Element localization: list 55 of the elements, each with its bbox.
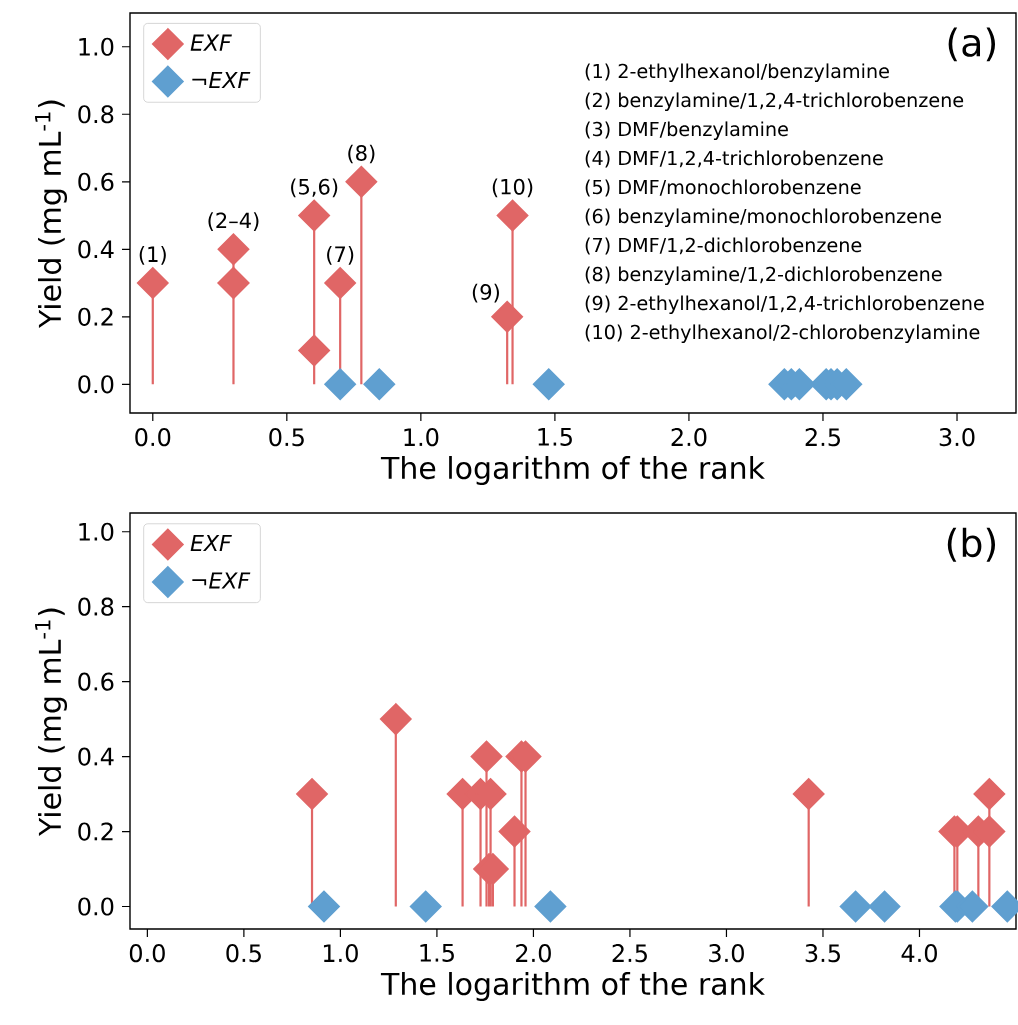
y-tick-label: 0.4 <box>78 240 114 259</box>
legend-label: ¬EXF <box>192 572 251 589</box>
x-tick-label: 2.5 <box>612 944 647 963</box>
x-tick-label: 3.5 <box>805 944 840 963</box>
annotation: (8) benzylamine/1,2-dichlorobenzene <box>585 266 942 285</box>
annotation: (9) <box>472 283 499 303</box>
y-tick-label: 0.6 <box>78 172 114 191</box>
x-tick-label: 1.5 <box>420 944 454 962</box>
x-axis-title: The logarithm of the rank <box>380 971 765 1001</box>
annotation: (1) 2-ethylhexanol/benzylamine <box>585 63 889 82</box>
y-axis-title: Yield (mg mL$^{-1}$) <box>35 608 68 837</box>
x-tick-label: 2.5 <box>805 428 840 447</box>
y-tick-label: 0.0 <box>78 897 114 916</box>
x-tick-label: 1.0 <box>404 428 439 447</box>
annotation: (5,6) <box>291 178 338 198</box>
y-axis-title: Yield (mg mL$^{-1}$) <box>35 100 68 329</box>
x-tick-label: 3.0 <box>939 428 975 447</box>
annotation: (8) <box>348 144 375 164</box>
legend-label: ¬EXF <box>192 72 251 89</box>
annotation: (10) 2-ethylhexanol/2-chlorobenzylamine <box>585 324 980 343</box>
x-tick-label: 0.5 <box>226 944 261 963</box>
x-tick-label: 3.0 <box>709 944 744 963</box>
annotation: (7) DMF/1,2-dichlorobenzene <box>585 237 862 255</box>
annotation: (10) <box>492 178 533 198</box>
annotation: (1) <box>139 245 166 265</box>
x-tick-label: 1.5 <box>538 428 572 446</box>
x-tick-label: 1.0 <box>323 944 358 963</box>
chart-title: (b) <box>947 527 996 562</box>
x-tick-label: 0.0 <box>129 944 165 963</box>
y-tick-label: 0.4 <box>78 747 114 766</box>
chart-title: (a) <box>948 27 996 62</box>
annotation: (9) 2-ethylhexanol/1,2,4-trichlorobenzene <box>585 295 984 314</box>
y-tick-label: 0.0 <box>78 375 114 394</box>
annotation: (2–4) <box>208 212 259 231</box>
legend-label: EXF <box>190 34 232 51</box>
annotation: (2) benzylamine/1,2,4-trichlorobenzene <box>585 92 964 111</box>
x-axis-title: The logarithm of the rank <box>380 455 765 485</box>
annotation: (4) DMF/1,2,4-trichlorobenzene <box>585 150 883 168</box>
y-tick-label: 1.0 <box>79 522 114 541</box>
legend-label: EXF <box>190 534 232 552</box>
y-tick-label: 1.0 <box>79 37 114 56</box>
y-tick-label: 0.2 <box>78 822 113 841</box>
y-tick-label: 0.6 <box>78 672 114 691</box>
x-tick-label: 4.0 <box>901 944 937 963</box>
annotation: (6) benzylamine/monochlorobenzene <box>585 208 941 227</box>
x-tick-label: 2.0 <box>516 944 551 963</box>
y-tick-label: 0.8 <box>78 597 114 616</box>
y-tick-label: 0.8 <box>78 105 114 124</box>
x-tick-label: 0.0 <box>135 428 171 447</box>
x-tick-label: 0.5 <box>269 428 304 447</box>
annotation: (5) DMF/monochlorobenzene <box>585 179 861 197</box>
annotation: (3) DMF/benzylamine <box>585 121 788 140</box>
annotation: (7) <box>327 245 354 265</box>
x-tick-label: 2.0 <box>671 428 707 447</box>
y-tick-label: 0.2 <box>78 307 113 326</box>
